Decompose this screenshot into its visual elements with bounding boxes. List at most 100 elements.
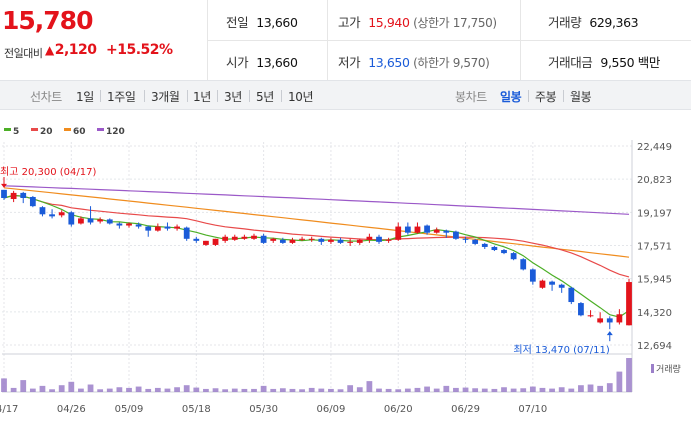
change-label: 전일대비 bbox=[4, 47, 43, 60]
volume-bar bbox=[597, 385, 604, 392]
tab-weekly[interactable]: 주봉 bbox=[535, 90, 557, 104]
legend-label-120: 120 bbox=[106, 127, 125, 137]
tab-5year[interactable]: 5년 bbox=[256, 90, 274, 104]
candle-body bbox=[433, 229, 440, 233]
volume-bar bbox=[135, 386, 142, 392]
high-annotation: 최고 20,300 (04/17) bbox=[0, 166, 96, 178]
change-amount: 2,120 bbox=[54, 42, 97, 58]
stat-low: 저가 13,650 (하한가 9,570) bbox=[338, 55, 490, 70]
candle-body bbox=[203, 240, 209, 245]
tab-1week[interactable]: 1주일 bbox=[107, 90, 136, 104]
ma5-line bbox=[3, 194, 630, 318]
volume-bar bbox=[520, 388, 527, 392]
volume-bar bbox=[318, 388, 325, 392]
volume-bar bbox=[626, 358, 632, 392]
current-price: 15,780 bbox=[2, 6, 93, 35]
tab-10year[interactable]: 10년 bbox=[288, 90, 314, 104]
volume-bar bbox=[183, 385, 190, 392]
volume-bar bbox=[251, 388, 257, 392]
volume-bar bbox=[193, 387, 200, 392]
candle-body bbox=[328, 239, 334, 242]
candle-body bbox=[116, 223, 123, 226]
candle-body bbox=[231, 236, 238, 240]
volume-bar bbox=[58, 385, 65, 392]
divider bbox=[207, 40, 691, 41]
tab-1year[interactable]: 1년 bbox=[193, 90, 211, 104]
volume-bar bbox=[145, 388, 152, 392]
volume-bar bbox=[356, 387, 363, 392]
volume-bar bbox=[1, 378, 7, 392]
candle-body bbox=[145, 226, 152, 231]
volume-bar bbox=[501, 387, 507, 392]
volume-bar bbox=[616, 371, 623, 392]
volume-bar bbox=[328, 388, 334, 392]
divider bbox=[217, 90, 218, 102]
volume-bar bbox=[587, 384, 594, 392]
volume-bar bbox=[241, 388, 248, 392]
candle-body bbox=[481, 243, 488, 247]
divider bbox=[187, 90, 188, 102]
candle-body bbox=[29, 196, 36, 207]
volume-bar bbox=[414, 387, 421, 392]
candle-body bbox=[347, 241, 354, 243]
volume-bar bbox=[116, 387, 123, 392]
candle-body bbox=[126, 223, 132, 226]
volume-bar bbox=[606, 383, 613, 392]
candle-body bbox=[616, 314, 623, 323]
tab-candle-chart[interactable]: 봉차트 bbox=[455, 90, 487, 104]
volume-bar bbox=[29, 388, 36, 392]
candle-body bbox=[414, 226, 421, 233]
volume-bar bbox=[299, 389, 305, 392]
period-tab-bar: 선차트 1일 1주일 3개월 1년 3년 5년 10년 봉차트 일봉 주봉 월봉 bbox=[0, 80, 691, 110]
x-tick-label: 05/09 bbox=[115, 404, 144, 415]
divider bbox=[563, 90, 564, 102]
volume-bar bbox=[289, 388, 296, 392]
quote-panel: 15,780 전일대비 ▲2,120 +15.52% bbox=[0, 0, 207, 80]
change-percent: +15.52% bbox=[106, 42, 173, 58]
volume-bar bbox=[203, 388, 209, 392]
candle-body bbox=[376, 236, 382, 242]
tab-3year[interactable]: 3년 bbox=[224, 90, 242, 104]
legend-swatch bbox=[64, 128, 71, 131]
x-tick-label: 06/09 bbox=[317, 404, 346, 415]
tab-1day[interactable]: 1일 bbox=[76, 90, 94, 104]
volume-bar bbox=[212, 388, 219, 392]
volume-bar bbox=[404, 388, 411, 392]
y-tick-label: 19,197 bbox=[637, 208, 672, 219]
tab-daily[interactable]: 일봉 bbox=[500, 90, 522, 104]
ma20-line bbox=[3, 194, 630, 278]
candle-body bbox=[395, 226, 402, 240]
legend-swatch bbox=[4, 128, 11, 131]
volume-bar bbox=[39, 385, 46, 392]
tab-line-chart[interactable]: 선차트 bbox=[30, 90, 62, 104]
volume-bar bbox=[462, 387, 469, 392]
low-marker-arrow bbox=[606, 331, 613, 336]
volume-bar bbox=[510, 388, 517, 392]
candle-body bbox=[1, 189, 7, 198]
volume-bar bbox=[270, 388, 277, 392]
volume-legend-swatch bbox=[651, 364, 654, 373]
volume-bar bbox=[395, 389, 402, 392]
candle-body bbox=[39, 207, 46, 215]
tab-monthly[interactable]: 월봉 bbox=[570, 90, 592, 104]
candle-body bbox=[222, 236, 229, 241]
candle-body bbox=[491, 246, 498, 251]
volume-bar bbox=[453, 387, 459, 392]
volume-bar bbox=[385, 388, 392, 392]
volume-bar bbox=[481, 388, 488, 392]
x-tick-label: 07/10 bbox=[518, 404, 547, 415]
candle-body bbox=[308, 238, 315, 240]
y-tick-label: 22,449 bbox=[637, 142, 672, 153]
candle-body bbox=[568, 287, 575, 303]
volume-bar bbox=[87, 384, 94, 392]
candle-body bbox=[183, 227, 190, 239]
candle-body bbox=[10, 192, 17, 200]
volume-label: 거래량 bbox=[656, 363, 681, 375]
high-marker-arrow bbox=[1, 183, 7, 188]
tab-3month[interactable]: 3개월 bbox=[151, 90, 180, 104]
candle-body bbox=[453, 231, 459, 239]
stat-open: 시가 13,660 bbox=[226, 55, 298, 70]
stat-amount: 거래대금 9,550 백만 bbox=[548, 55, 660, 70]
volume-bar bbox=[539, 387, 546, 392]
